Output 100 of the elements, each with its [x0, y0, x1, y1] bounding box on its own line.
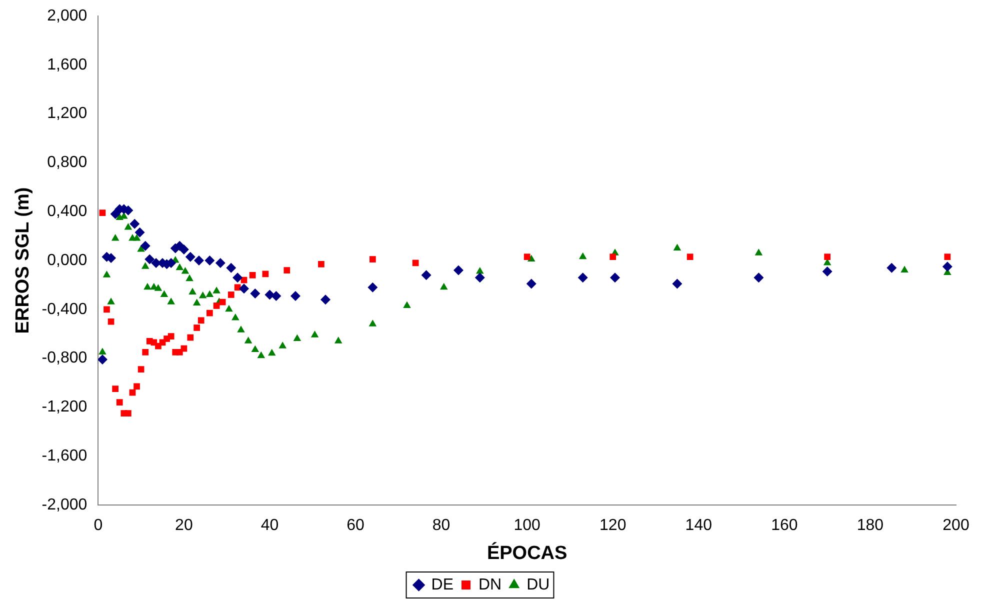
point — [403, 301, 411, 308]
x-tick-label: 200 — [942, 517, 970, 534]
point — [232, 313, 240, 320]
y-tick-label: 2,000 — [47, 7, 88, 24]
y-tick-label: 1,600 — [47, 56, 88, 74]
point — [754, 248, 763, 256]
point — [578, 252, 587, 260]
x-tick-label: 120 — [600, 517, 626, 534]
point — [271, 290, 282, 301]
y-tick-label: -0,400 — [42, 300, 88, 318]
point — [141, 262, 150, 269]
point — [257, 351, 266, 358]
point — [108, 318, 114, 325]
point — [524, 254, 530, 260]
point — [178, 244, 189, 254]
point — [824, 254, 831, 260]
point — [578, 272, 588, 283]
point — [110, 209, 120, 220]
point — [251, 345, 260, 352]
y-tick-label: 1,200 — [47, 105, 88, 122]
point — [264, 290, 275, 300]
point — [284, 267, 290, 274]
x-tick-label: 100 — [514, 517, 541, 534]
y-tick-label: 0,000 — [47, 252, 88, 269]
point — [369, 256, 376, 262]
point — [213, 302, 220, 309]
point — [124, 222, 132, 230]
point — [440, 282, 448, 290]
point — [368, 320, 377, 326]
point — [268, 348, 276, 356]
point — [125, 410, 132, 416]
point — [138, 366, 144, 372]
point — [476, 267, 484, 274]
point — [186, 274, 194, 282]
point — [686, 254, 694, 260]
point — [198, 291, 207, 298]
point — [132, 234, 141, 241]
point — [293, 334, 302, 341]
point — [168, 333, 174, 340]
point — [130, 218, 140, 229]
x-tick-label: 40 — [260, 517, 279, 534]
y-tick-label: 0,800 — [47, 154, 88, 172]
point — [234, 284, 241, 291]
point — [228, 292, 234, 298]
x-tick-label: 140 — [685, 517, 712, 534]
point — [206, 290, 214, 297]
point — [198, 317, 204, 324]
point — [140, 240, 150, 251]
point — [673, 244, 682, 251]
point — [99, 210, 106, 216]
x-tick-label: 160 — [771, 517, 798, 534]
point — [239, 284, 249, 294]
point — [188, 288, 196, 295]
point — [320, 294, 330, 305]
point — [181, 267, 190, 274]
x-tick-label: 80 — [432, 517, 450, 534]
point — [334, 336, 342, 344]
point — [421, 270, 432, 280]
point — [212, 286, 220, 294]
point — [610, 272, 620, 283]
point — [942, 262, 952, 272]
point — [474, 272, 485, 283]
y-tick-label: -1,200 — [42, 398, 88, 416]
point — [185, 252, 196, 262]
legend-label: DU — [526, 576, 550, 594]
point — [194, 324, 200, 331]
point — [232, 272, 243, 283]
point — [116, 399, 123, 406]
point — [237, 326, 245, 332]
point — [250, 288, 260, 299]
point — [167, 298, 175, 304]
point — [206, 310, 213, 316]
point — [194, 256, 204, 266]
point — [526, 278, 536, 289]
point — [176, 263, 184, 270]
point — [278, 342, 286, 348]
point — [368, 282, 378, 292]
point — [142, 349, 149, 356]
y-tick-label: -0,800 — [42, 350, 88, 367]
point — [290, 290, 300, 301]
point — [249, 272, 256, 278]
point — [672, 278, 682, 289]
point — [98, 348, 106, 354]
point — [244, 336, 252, 344]
point — [107, 298, 115, 304]
point — [98, 354, 108, 365]
x-axis-title: ÉPOCAS — [486, 542, 568, 564]
point — [187, 334, 194, 341]
y-tick-label: -2,000 — [42, 496, 88, 514]
y-axis-title: ERROS SGL (m) — [12, 187, 34, 334]
x-tick-label: 0 — [94, 517, 103, 534]
point — [944, 254, 951, 260]
x-tick-label: 20 — [175, 517, 193, 534]
point — [102, 270, 111, 278]
point — [112, 386, 119, 392]
point — [310, 330, 319, 338]
point — [144, 254, 155, 264]
point — [154, 284, 162, 291]
y-tick-label: -1,600 — [42, 448, 88, 465]
x-tick-label: 180 — [856, 517, 884, 534]
